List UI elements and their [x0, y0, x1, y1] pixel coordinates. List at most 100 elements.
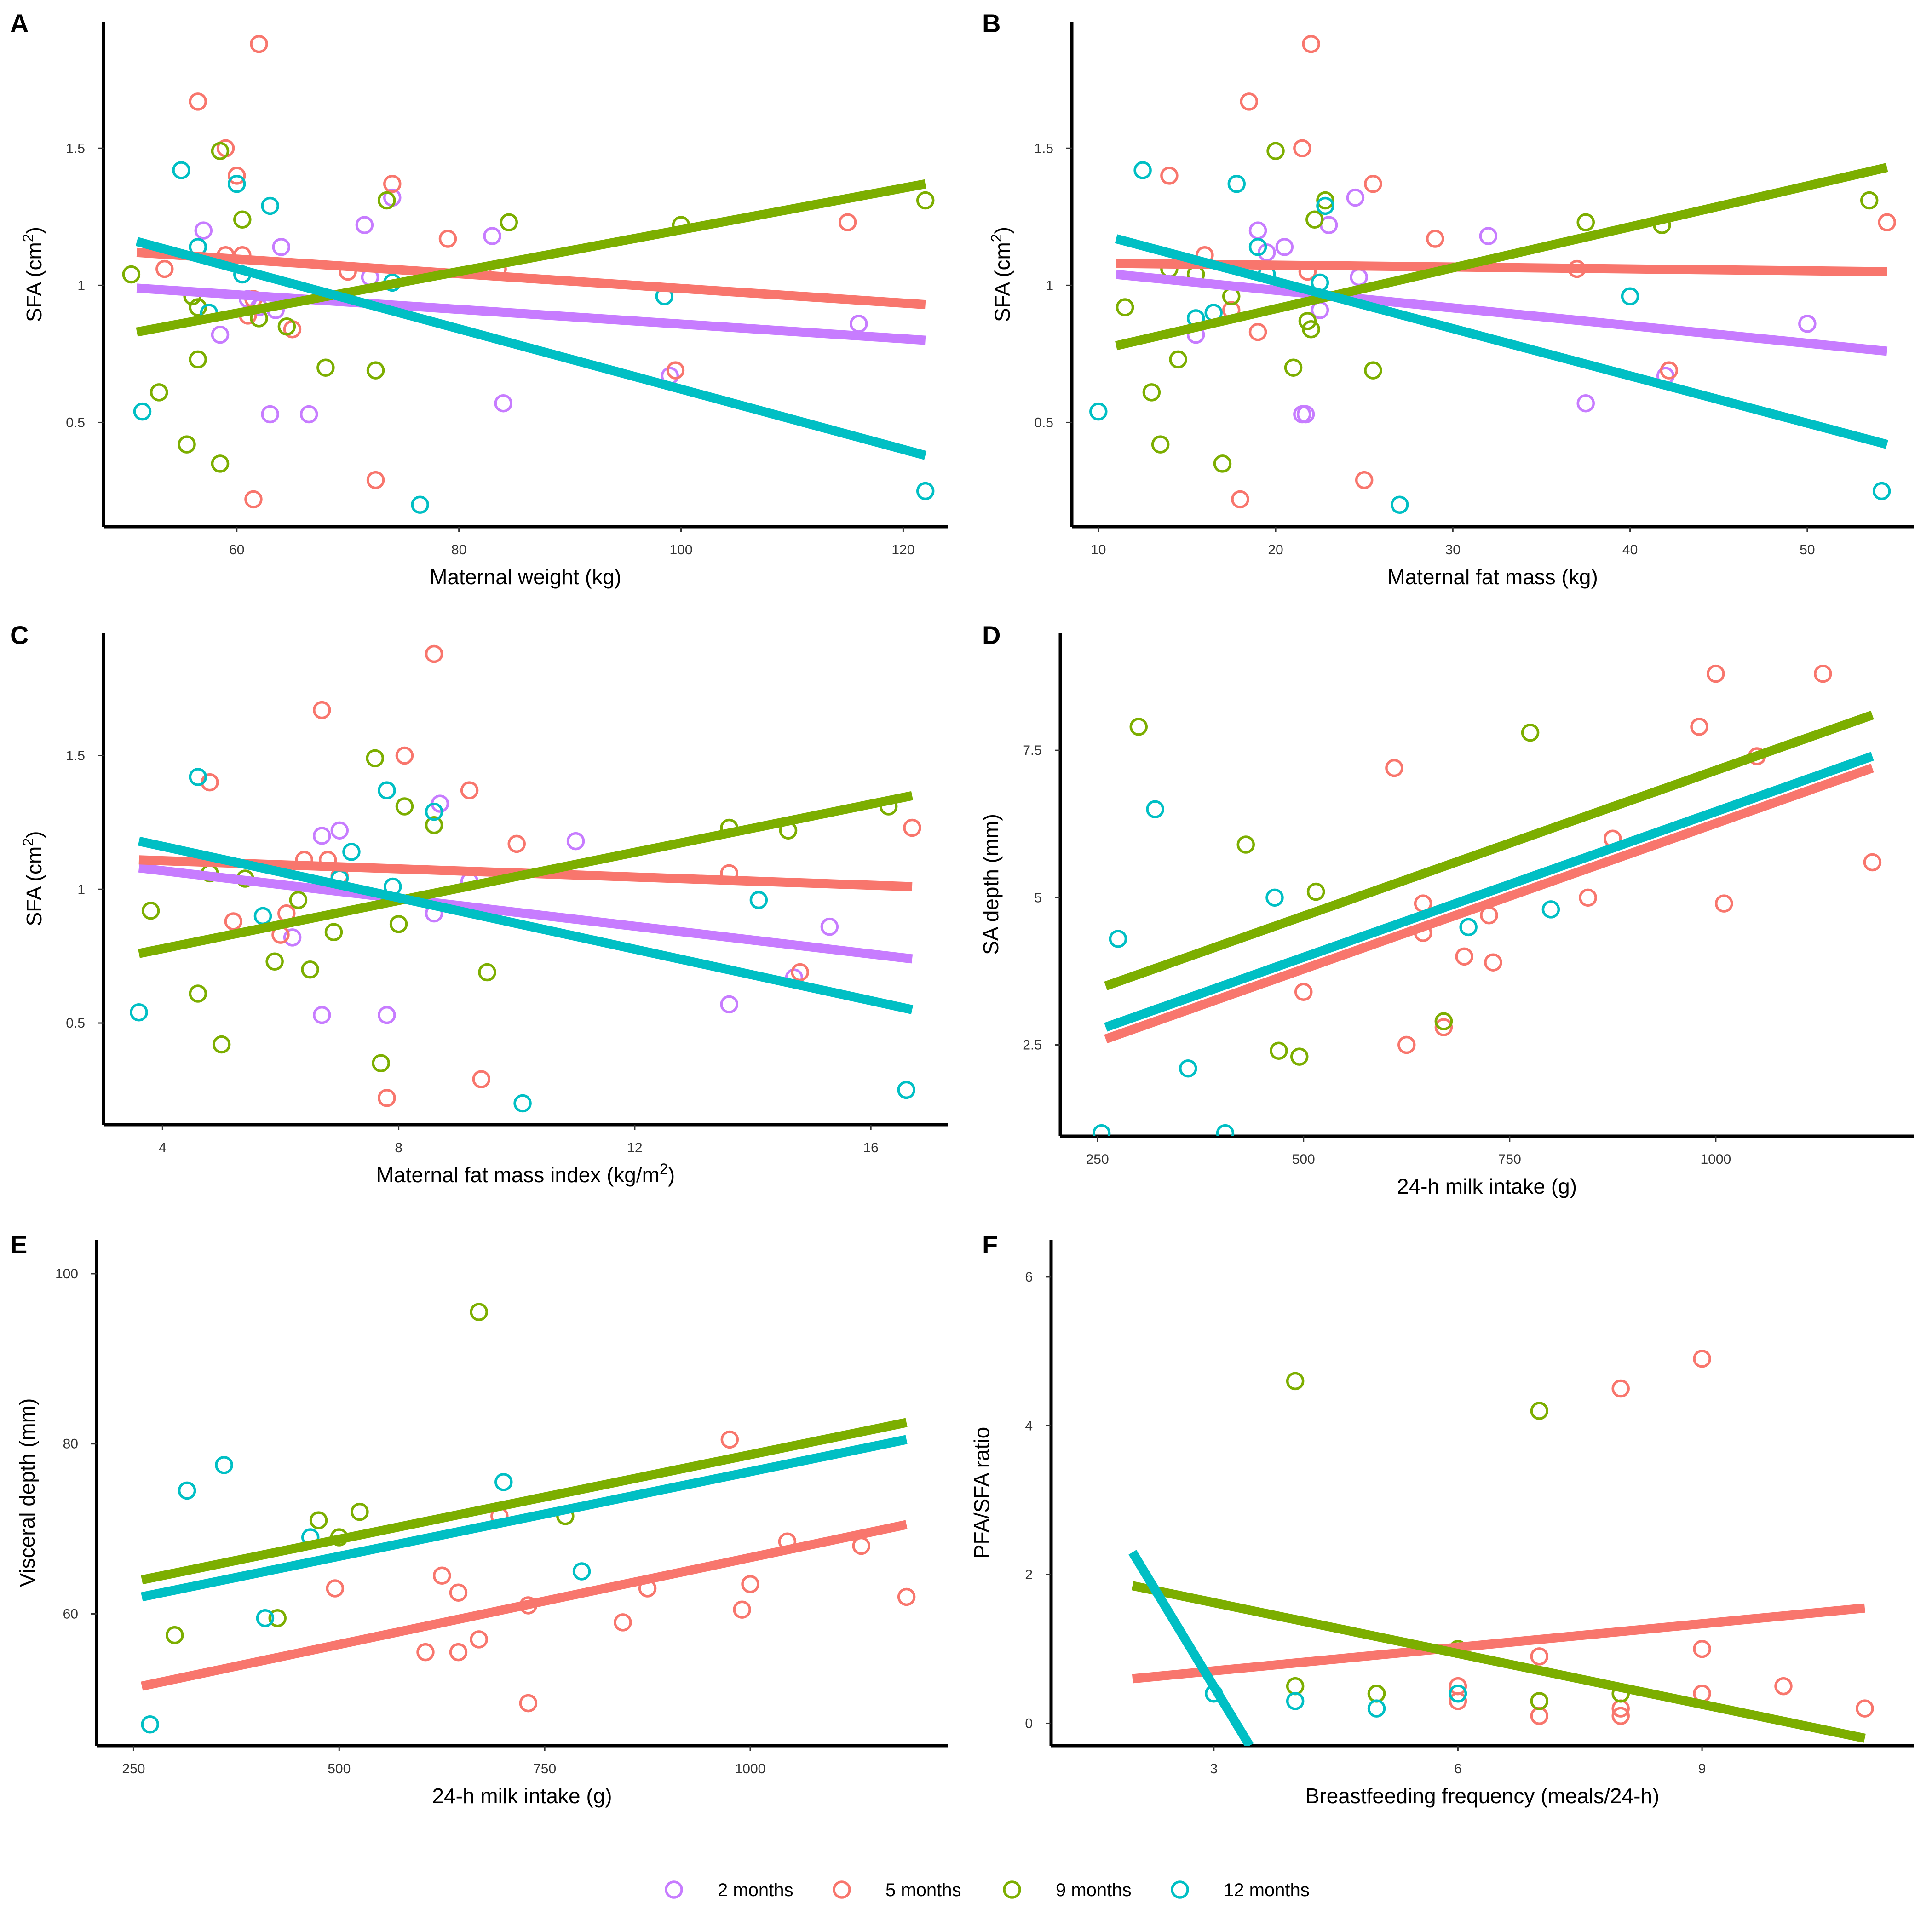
y-tick-label: 80 [63, 1437, 78, 1452]
legend-label-2-months: 2 months [718, 1880, 794, 1900]
data-point-2-months [1258, 243, 1276, 262]
y-tick-label: 1.5 [1034, 141, 1053, 156]
data-point-9-months [1576, 213, 1595, 231]
data-point-9-months [1286, 1372, 1305, 1391]
data-point-5-months [733, 1600, 751, 1619]
y-tick-label: 2 [1025, 1567, 1033, 1582]
data-point-9-months [1213, 454, 1232, 473]
data-point-5-months [1863, 853, 1882, 872]
data-point-9-months [122, 265, 141, 284]
panel-letter-a: A [10, 9, 29, 38]
x-tick-label: 500 [328, 1761, 351, 1777]
legend-key-9-months [1003, 1880, 1021, 1899]
x-tick-label: 12 [627, 1140, 642, 1156]
x-tick-label: 16 [863, 1140, 878, 1156]
x-tick-label: 3 [1210, 1761, 1218, 1777]
data-point-12-months [141, 1715, 159, 1734]
data-point-9-months [141, 902, 160, 920]
data-point-5-months [470, 1630, 488, 1649]
y-tick-label: 0.5 [1034, 415, 1053, 430]
data-point-9-months [395, 797, 414, 816]
data-point-2-months [355, 216, 374, 234]
panel-letter-c: C [10, 621, 29, 650]
data-point-5-months [666, 361, 685, 380]
data-point-5-months [472, 1070, 491, 1088]
panel-e: E 250 500 750 1000 60 80 100 24-h milk intake (g… [10, 1230, 948, 1808]
y-tick-label: 4 [1025, 1418, 1033, 1433]
data-point-5-months [425, 644, 443, 663]
x-tick-label: 40 [1622, 542, 1638, 558]
data-point-5-months [1294, 983, 1313, 1001]
data-point-12-months [256, 1609, 275, 1627]
data-point-12-months [1367, 1699, 1386, 1718]
y-tick-label: 100 [55, 1266, 78, 1282]
data-point-12-months [1621, 287, 1639, 305]
data-point-9-months [211, 454, 230, 473]
data-point-2-months [211, 325, 230, 344]
data-point-2-months [313, 827, 331, 845]
data-point-9-months [1286, 1677, 1305, 1696]
data-point-12-months [342, 843, 361, 861]
data-point-9-months [372, 1054, 390, 1072]
y-axis-title: SA depth (mm) [979, 814, 1003, 955]
x-axis-title: 24-h milk intake (g) [432, 1784, 612, 1808]
data-point-5-months [1814, 664, 1832, 683]
x-tick-label: 30 [1445, 542, 1460, 558]
fit-line-2-months [136, 283, 926, 345]
data-point-5-months [326, 1579, 345, 1598]
y-tick-label: 7.5 [1023, 743, 1042, 758]
data-point-5-months [313, 701, 331, 719]
data-point-5-months [244, 490, 263, 509]
data-point-2-months [820, 917, 839, 936]
data-point-2-months [313, 1006, 331, 1024]
data-point-5-months [224, 912, 243, 931]
data-point-5-months [383, 175, 402, 193]
data-point-9-months [500, 213, 518, 231]
data-point-9-months [1236, 835, 1255, 854]
data-point-5-months [1426, 230, 1444, 248]
data-point-9-months [233, 210, 252, 229]
data-point-5-months [1455, 947, 1473, 966]
data-point-12-months [1179, 1059, 1197, 1078]
data-point-9-months [1530, 1692, 1549, 1710]
x-tick-label: 750 [533, 1761, 556, 1777]
data-point-12-months [261, 196, 279, 215]
panel-letter-d: D [982, 621, 1000, 650]
data-point-12-months [172, 161, 190, 179]
x-tick-label: 750 [1498, 1152, 1521, 1167]
data-point-9-months [265, 952, 284, 971]
data-point-9-months [1142, 383, 1161, 402]
fit-line-5-months [136, 247, 926, 310]
fit-line-12-months [1104, 752, 1874, 1032]
data-point-9-months [1151, 435, 1170, 454]
y-tick-label: 0.5 [66, 415, 85, 430]
data-point-9-months [916, 191, 935, 210]
data-point-12-months [494, 1473, 513, 1491]
legend-label-5-months: 5 months [886, 1880, 961, 1900]
data-point-5-months [1240, 92, 1259, 111]
data-point-9-months [478, 963, 496, 982]
data-point-5-months [614, 1613, 632, 1632]
data-point-5-months [449, 1583, 468, 1602]
data-point-12-months [1541, 900, 1560, 919]
data-point-5-months [1302, 34, 1320, 53]
data-point-5-months [1690, 718, 1708, 736]
data-point-12-months [189, 768, 207, 786]
data-point-9-months [1364, 361, 1382, 380]
data-point-9-months [377, 191, 396, 210]
data-point-2-months [299, 405, 318, 424]
legend-label-9-months: 9 months [1056, 1880, 1132, 1900]
data-point-9-months [1169, 350, 1187, 369]
data-point-12-months [1872, 482, 1891, 500]
data-point-12-months [1109, 930, 1127, 948]
data-point-5-months [519, 1694, 538, 1713]
data-point-2-months [494, 394, 512, 413]
data-point-9-months [301, 960, 319, 979]
data-point-5-months [1856, 1699, 1874, 1718]
data-point-9-months [211, 142, 230, 160]
data-point-9-months [189, 984, 207, 1003]
fit-line-9-months [141, 1418, 908, 1585]
data-point-5-months [1579, 888, 1597, 907]
data-point-9-months [1434, 1012, 1453, 1031]
y-axis-title: Visceral depth (mm) [15, 1398, 39, 1587]
